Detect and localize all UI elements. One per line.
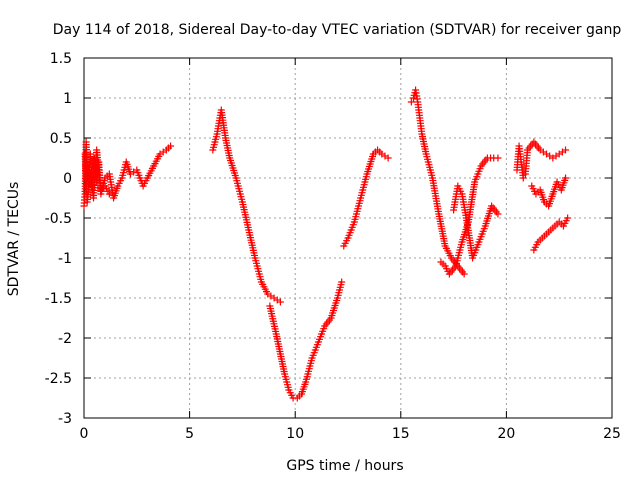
data-point — [167, 142, 175, 150]
data-point — [460, 270, 468, 278]
data-point — [519, 174, 527, 182]
data-point — [562, 146, 570, 154]
x-axis-title: GPS time / hours — [286, 458, 403, 474]
data-point — [494, 210, 502, 218]
plot-frame — [83, 57, 613, 419]
y-tick-label: 0 — [63, 171, 72, 187]
data-markers — [80, 86, 572, 402]
y-axis-title: SDTVAR / TECUs — [6, 182, 22, 297]
y-tick-label: -2 — [58, 331, 72, 347]
axis-ticks — [83, 57, 613, 419]
tick-labels: 0 5 10 15 20 25 1.5 1 0.5 0 -0.5 -1 -1.5 -2 -2.5 -3 — [45, 51, 621, 442]
y-tick-label: 0.5 — [50, 131, 72, 147]
y-tick-label: -0.5 — [45, 211, 72, 227]
x-tick-label: 25 — [603, 426, 621, 442]
data-point — [562, 174, 570, 182]
data-point — [494, 154, 502, 162]
x-tick-label: 10 — [286, 426, 304, 442]
data-point — [407, 98, 415, 106]
data-point — [276, 298, 284, 306]
y-tick-label: -3 — [58, 411, 72, 427]
x-tick-label: 20 — [497, 426, 515, 442]
x-tick-label: 5 — [185, 426, 194, 442]
data-point — [105, 190, 113, 198]
x-tick-label: 0 — [80, 426, 89, 442]
x-tick-label: 15 — [392, 426, 410, 442]
data-point — [384, 154, 392, 162]
y-tick-label: -2.5 — [45, 371, 72, 387]
data-point — [564, 214, 572, 222]
data-point — [338, 278, 346, 286]
y-tick-label: -1 — [58, 251, 72, 267]
y-tick-label: 1.5 — [50, 51, 72, 67]
y-tick-label: 1 — [63, 91, 72, 107]
chart-title: Day 114 of 2018, Sidereal Day-to-day VTE… — [53, 22, 622, 38]
y-tick-label: -1.5 — [45, 291, 72, 307]
